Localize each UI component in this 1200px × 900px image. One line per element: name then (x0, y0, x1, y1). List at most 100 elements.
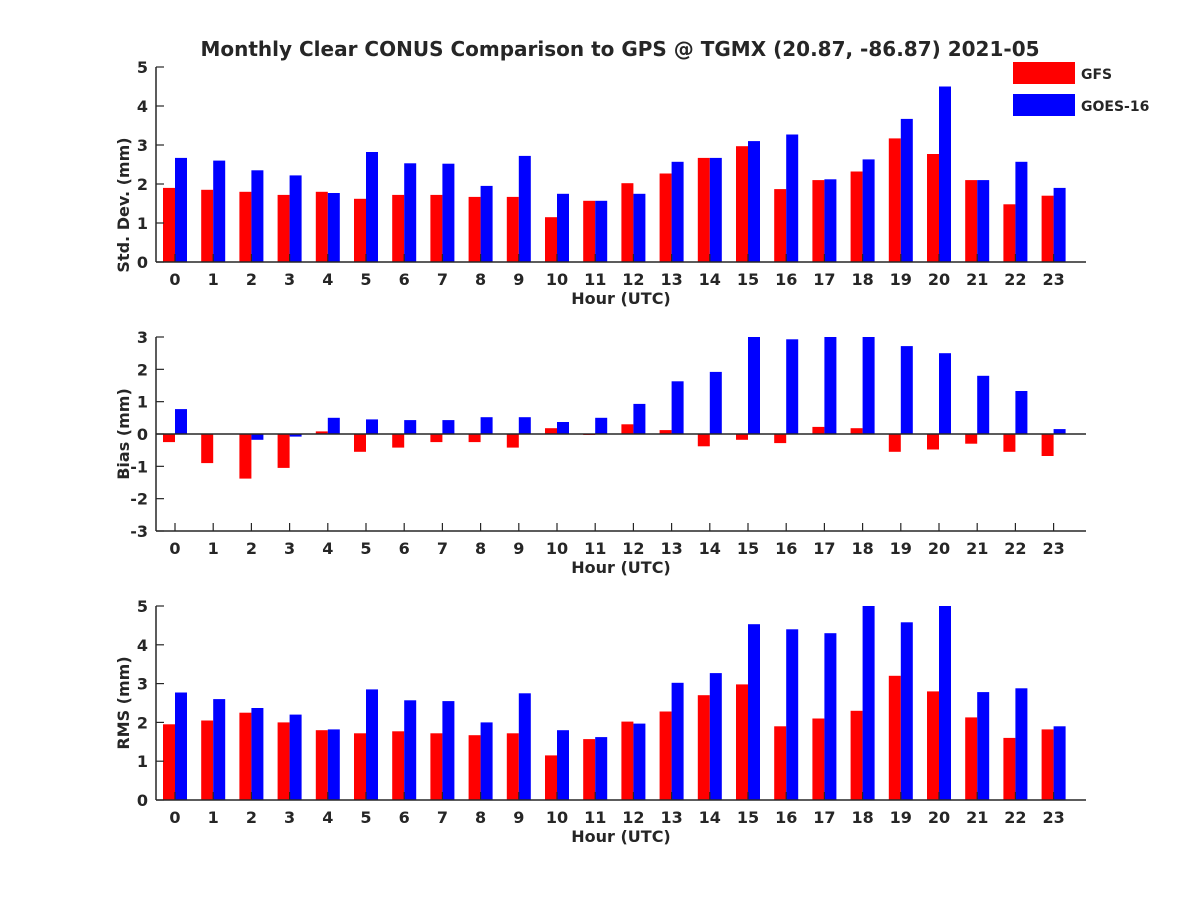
p0-x-tick-label: 2 (246, 270, 257, 289)
p1-x-tick-label: 18 (851, 539, 873, 558)
p1-goes16-bar-2 (251, 434, 264, 440)
p1-gfs-bar-21 (965, 434, 978, 444)
p0-goes16-bar-19 (900, 118, 913, 263)
p2-gfs-bar-22 (1003, 737, 1016, 800)
p2-x-tick-label: 1 (208, 808, 219, 827)
p2-gfs-bar-0 (163, 724, 175, 800)
p0-goes16-bar-22 (1015, 161, 1028, 262)
p1-y-tick-label: 3 (137, 328, 148, 347)
p0-gfs-bar-16 (774, 189, 787, 262)
p1-goes16-bar-18 (862, 337, 875, 434)
p0-x-tick-label: 7 (437, 270, 448, 289)
p1-y-tick-label: -1 (130, 457, 148, 476)
p0-goes16-bar-20 (939, 86, 951, 262)
p0-goes16-bar-14 (709, 157, 722, 262)
p0-x-tick-label: 4 (322, 270, 333, 289)
p0-gfs-bar-21 (965, 180, 978, 262)
p2-x-tick-label: 17 (813, 808, 835, 827)
p0-goes16-bar-18 (862, 159, 875, 262)
p1-goes16-bar-17 (824, 337, 837, 434)
p0-gfs-bar-2 (239, 191, 252, 262)
p0-x-tick-label: 22 (1004, 270, 1026, 289)
p2-gfs-bar-11 (583, 739, 596, 800)
p0-gfs-bar-1 (201, 189, 214, 262)
p2-gfs-bar-4 (315, 730, 328, 800)
p2-goes16-bar-1 (213, 699, 226, 800)
p0-gfs-bar-18 (850, 171, 863, 262)
p1-x-tick-label: 4 (322, 539, 333, 558)
p1-x-tick-label: 21 (966, 539, 988, 558)
p2-goes16-bar-12 (633, 723, 646, 800)
p2-goes16-bar-14 (709, 673, 722, 800)
p1-goes16-bar-8 (480, 417, 493, 434)
p1-x-axis-label: Hour (UTC) (571, 558, 671, 577)
p0-gfs-bar-5 (354, 198, 366, 262)
p2-gfs-bar-13 (659, 711, 672, 800)
legend: GFS GOES-16 (1013, 62, 1149, 116)
p0-y-tick-label: 4 (137, 97, 148, 116)
p1-goes16-bar-15 (748, 337, 760, 434)
p0-goes16-bar-15 (748, 141, 760, 262)
p2-y-axis-label: RMS (mm) (114, 656, 133, 749)
p1-x-tick-label: 16 (775, 539, 797, 558)
p2-x-tick-label: 6 (399, 808, 410, 827)
p2-y-tick-label: 1 (137, 752, 148, 771)
p0-goes16-bar-23 (1053, 187, 1066, 262)
p0-gfs-bar-11 (583, 200, 596, 262)
p1-goes16-bar-13 (671, 381, 684, 434)
p2-x-tick-label: 0 (169, 808, 180, 827)
p0-x-axis-label: Hour (UTC) (571, 289, 671, 308)
p2-goes16-bar-15 (748, 624, 760, 800)
p1-x-tick-label: 17 (813, 539, 835, 558)
p1-gfs-bar-3 (277, 434, 290, 468)
p1-gfs-bar-4 (315, 431, 328, 434)
p0-x-tick-label: 18 (851, 270, 873, 289)
p0-goes16-bar-0 (175, 157, 187, 262)
p2-goes16-bar-13 (671, 682, 684, 800)
p0-x-tick-label: 9 (513, 270, 524, 289)
p1-goes16-bar-3 (289, 434, 302, 437)
p0-gfs-bar-13 (659, 173, 672, 262)
p2-y-tick-label: 0 (137, 791, 148, 810)
p0-x-tick-label: 16 (775, 270, 797, 289)
p1-x-tick-label: 22 (1004, 539, 1026, 558)
p2-x-tick-label: 13 (660, 808, 682, 827)
p1-x-tick-label: 2 (246, 539, 257, 558)
figure-title: Monthly Clear CONUS Comparison to GPS @ … (200, 37, 1039, 61)
p1-goes16-bar-6 (404, 420, 417, 434)
p0-gfs-bar-6 (392, 194, 405, 262)
p2-goes16-bar-6 (404, 700, 417, 800)
p2-gfs-bar-18 (850, 710, 863, 800)
p0-gfs-bar-0 (163, 187, 175, 262)
p0-goes16-bar-7 (442, 163, 455, 262)
legend-swatch-gfs (1013, 62, 1075, 84)
p2-gfs-bar-15 (736, 684, 748, 800)
p0-x-tick-label: 8 (475, 270, 486, 289)
p1-x-tick-label: 23 (1042, 539, 1064, 558)
p2-x-tick-label: 19 (890, 808, 912, 827)
p2-x-tick-label: 12 (622, 808, 644, 827)
p1-y-tick-label: -3 (130, 522, 148, 541)
p0-gfs-bar-17 (812, 180, 825, 262)
p1-y-axis-label: Bias (mm) (114, 388, 133, 480)
p1-x-tick-label: 7 (437, 539, 448, 558)
p1-y-tick-label: -2 (130, 490, 148, 509)
p2-goes16-bar-10 (557, 730, 569, 800)
p2-gfs-bar-20 (927, 691, 939, 800)
p0-goes16-bar-21 (977, 180, 990, 262)
p2-x-tick-label: 15 (737, 808, 759, 827)
p2-goes16-bar-20 (939, 606, 951, 800)
p1-gfs-bar-5 (354, 434, 366, 452)
p2-x-tick-label: 3 (284, 808, 295, 827)
p0-y-tick-label: 2 (137, 175, 148, 194)
p0-gfs-bar-9 (506, 196, 519, 262)
p1-gfs-bar-13 (659, 430, 672, 434)
p1-gfs-bar-9 (506, 434, 519, 448)
p1-goes16-bar-9 (518, 417, 531, 434)
p2-gfs-bar-7 (430, 733, 443, 800)
p0-goes16-bar-2 (251, 170, 264, 262)
p2-goes16-bar-21 (977, 692, 990, 800)
p0-x-tick-label: 20 (928, 270, 950, 289)
